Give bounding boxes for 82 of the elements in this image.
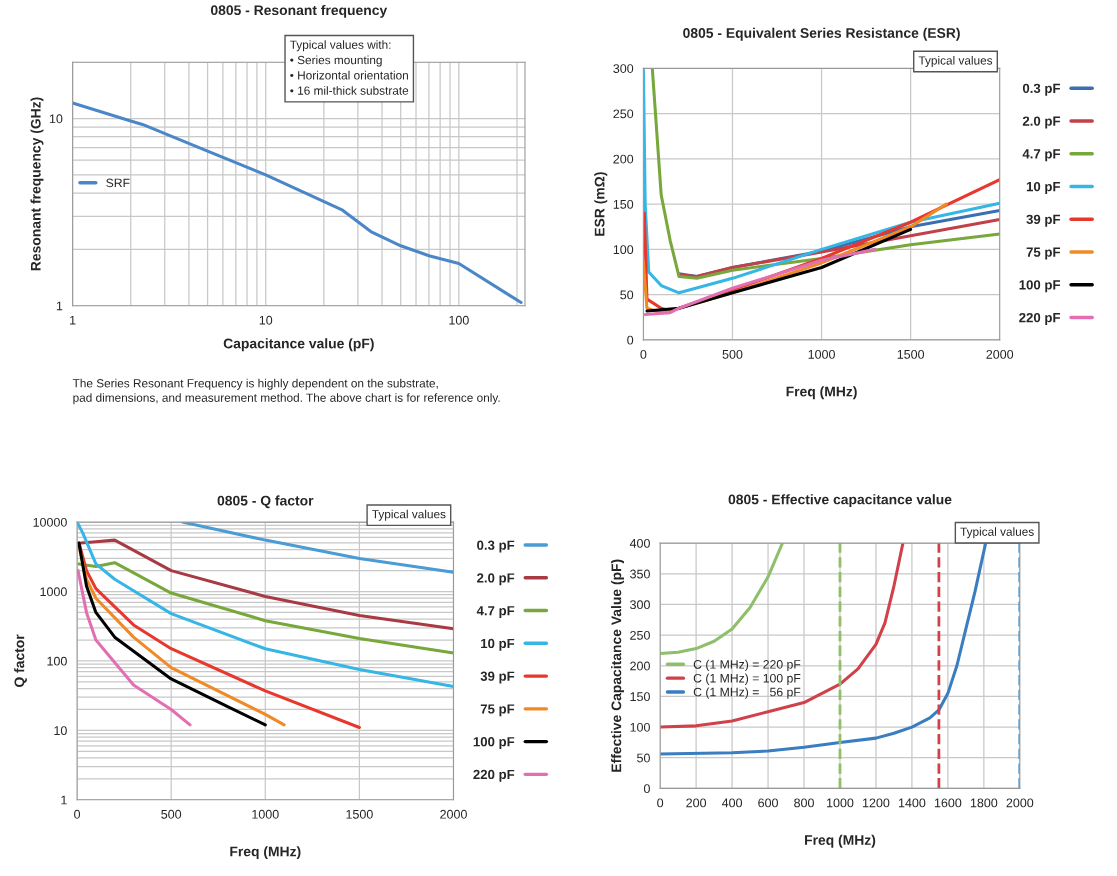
legend-label: 4.7 pF (476, 606, 515, 618)
legend-label: 2.0 pF (477, 573, 515, 586)
text: Typical values (960, 527, 1034, 539)
legend-label: 220 pF (1019, 312, 1061, 325)
x-tick-label: 500 (161, 809, 182, 819)
chart-title: 0805 - Resonant frequency (210, 4, 388, 18)
chart-title: 0805 - Equivalent Series Resistance (ESR) (683, 27, 960, 41)
legend-label: C (1 MHz) = 56 pF (693, 687, 801, 699)
legend-label: C (1 MHz) = 100 pF (693, 673, 801, 685)
text: Typical values (918, 55, 993, 67)
y-tick-label: 10 (54, 726, 67, 736)
y-tick-label: 50 (620, 290, 634, 300)
x-tick-label: 1500 (897, 349, 925, 359)
y-tick-label: 10000 (33, 517, 67, 527)
y-tick-label: 250 (613, 109, 634, 119)
y-tick-label: 1000 (40, 587, 67, 597)
x-tick-label: 0 (657, 798, 664, 808)
y-tick-label: 0 (643, 784, 650, 794)
x-tick-label: 1 (70, 315, 76, 325)
legend-label: 220 pF (473, 769, 515, 782)
x-tick-label: 1000 (808, 349, 835, 359)
x-tick-label: 2000 (986, 349, 1014, 359)
x-axis-title: Freq (MHz) (786, 386, 857, 400)
legend-label: 0.3 pF (1022, 83, 1061, 96)
y-tick-label: 350 (630, 569, 650, 579)
y-tick-label: 50 (637, 753, 650, 763)
legend-label: 39 pF (480, 671, 515, 684)
y-tick-label: 150 (630, 692, 650, 702)
legend-label: 75 pF (1026, 247, 1061, 260)
x-tick-label: 800 (794, 798, 814, 808)
legend-label: C (1 MHz) = 220 pF (693, 659, 801, 672)
legend-label: 4.7 pF (1022, 149, 1061, 162)
x-tick-label: 10 (259, 315, 273, 325)
y-tick-label: 100 (630, 722, 650, 732)
y-tick-label: 10 (49, 114, 63, 124)
x-tick-label: 1000 (827, 798, 854, 808)
x-tick-label: 0 (74, 809, 81, 819)
y-tick-label: 200 (613, 154, 634, 164)
x-tick-label: 1600 (934, 798, 962, 808)
y-axis-title: Resonant frequency (GHz) (30, 97, 44, 271)
x-tick-label: 1200 (863, 798, 890, 808)
y-tick-label: 100 (613, 245, 634, 255)
y-tick-label: 300 (630, 600, 650, 610)
legend-label: 0.3 pF (477, 540, 515, 553)
y-tick-label: 1 (56, 301, 63, 311)
x-tick-label: 1000 (252, 809, 279, 819)
y-axis-title: Effective Capacitance Value (pF) (611, 559, 625, 772)
x-axis-title: Freq (MHz) (230, 846, 301, 860)
legend-label: 75 pF (480, 704, 515, 717)
legend-label: 100 pF (473, 737, 515, 749)
text: Typical values (372, 509, 446, 521)
legend-label: 10 pF (481, 638, 515, 651)
x-tick-label: 2000 (1006, 798, 1034, 808)
x-tick-label: 200 (686, 798, 707, 808)
legend-label: SRF (106, 178, 130, 188)
x-tick-label: 100 (449, 315, 469, 325)
x-tick-label: 1800 (970, 798, 998, 808)
x-tick-label: 1500 (346, 809, 373, 819)
y-tick-label: 400 (629, 538, 650, 548)
x-tick-label: 500 (722, 349, 743, 359)
legend-label: 39 pF (1026, 214, 1061, 227)
x-tick-label: 1400 (898, 798, 926, 808)
y-axis-title: Q factor (14, 634, 27, 687)
legend-label: 10 pF (1026, 181, 1061, 194)
legend-label: 100 pF (1019, 280, 1061, 293)
chart-title: 0805 - Effective capacitance value (728, 494, 952, 508)
x-axis-title: Capacitance value (pF) (223, 338, 374, 352)
y-tick-label: 200 (630, 661, 650, 671)
y-tick-label: 100 (47, 656, 67, 666)
chart-title: 0805 - Q factor (217, 495, 314, 509)
y-axis-title: ESR (mΩ) (594, 172, 608, 236)
text: The Series Resonant Frequency is highly dependent on the substrate, pad dimensions, and measurement method. The above chart is for reference only. (72, 378, 500, 405)
y-tick-label: 150 (613, 199, 634, 209)
legend-label: 2.0 pF (1022, 116, 1061, 129)
annotation: Typical values with: • Series mounting • Horizontal orientation • 16 mil-thick substrate (290, 40, 409, 95)
x-tick-label: 400 (721, 798, 743, 808)
x-axis-title: Freq (MHz) (805, 834, 876, 848)
y-tick-label: 250 (630, 630, 650, 640)
y-tick-label: 300 (613, 64, 634, 73)
x-tick-label: 600 (758, 798, 778, 808)
x-tick-label: 2000 (440, 809, 467, 819)
y-tick-label: 0 (627, 335, 634, 345)
